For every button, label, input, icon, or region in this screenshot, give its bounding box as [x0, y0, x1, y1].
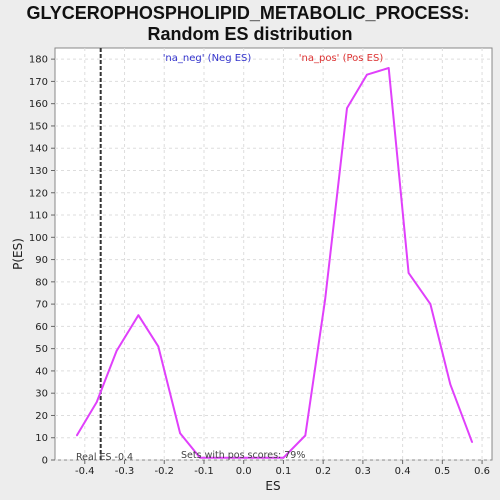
series-group	[75, 67, 474, 459]
y-tick-label: 100	[29, 233, 48, 244]
x-tick-label: -0.4	[75, 466, 95, 477]
y-tick-label: 90	[35, 255, 48, 266]
x-tick-label: 0.6	[474, 466, 490, 477]
y-tick-label: 60	[35, 322, 48, 333]
x-tick-label: -0.1	[194, 466, 214, 477]
data-point	[157, 345, 160, 348]
x-axis-label: ES	[265, 479, 280, 493]
y-tick-label: 0	[42, 456, 48, 467]
grid	[55, 48, 492, 461]
data-point	[199, 456, 201, 459]
data-point	[449, 383, 452, 386]
y-tick-label: 20	[35, 411, 48, 422]
data-point	[179, 432, 181, 435]
data-point	[346, 107, 348, 109]
y-tick-label: 70	[35, 300, 48, 311]
x-tick-label: -0.3	[115, 466, 135, 477]
y-tick-label: 130	[29, 166, 48, 177]
data-point	[324, 298, 326, 301]
x-tick-label: -0.2	[154, 466, 174, 477]
data-point	[407, 272, 410, 274]
data-point	[366, 73, 368, 76]
y-axis-label: P(ES)	[11, 238, 25, 270]
data-point	[95, 401, 98, 403]
data-point	[304, 434, 307, 437]
x-tick-label: 0.2	[315, 466, 331, 477]
data-point	[387, 67, 390, 69]
data-point	[137, 314, 140, 317]
x-tick-label: 0.5	[434, 466, 450, 477]
chart-title-line2: Random ES distribution	[148, 24, 353, 44]
data-point	[115, 350, 118, 352]
y-tick-label: 80	[35, 277, 48, 288]
y-tick-label: 150	[29, 121, 48, 132]
data-point	[471, 441, 473, 443]
x-tick-label: 0.1	[275, 466, 291, 477]
real-es-label: Real ES -0.4	[76, 452, 133, 463]
x-tick-label: 0.4	[395, 466, 411, 477]
x-axis-ticks: -0.4 -0.3 -0.2 -0.1 0.0 0.1 0.2 0.3 0.4 0.5 0.6	[75, 460, 490, 477]
y-tick-label: 180	[29, 55, 48, 66]
plot-area	[54, 47, 493, 461]
y-tick-label: 170	[29, 77, 48, 88]
legend-pos-es: 'na_pos' (Pos ES)	[299, 53, 384, 64]
y-tick-label: 110	[29, 211, 48, 222]
x-tick-label: 0.3	[355, 466, 371, 477]
data-point	[282, 456, 285, 459]
pos-scores-annotation: Sets with pos scores: 79%	[181, 450, 305, 461]
x-tick-label: 0.0	[236, 466, 252, 477]
y-tick-label: 50	[35, 344, 48, 355]
y-axis-ticks: 0 10 20 30 40 50 60 70 80 90 100 110 120 130 140 150 160…	[29, 55, 55, 467]
chart-title-line1: GLYCEROPHOSPHOLIPID_METABOLIC_PROCESS:	[26, 3, 469, 23]
y-tick-label: 120	[29, 188, 48, 199]
y-tick-label: 140	[29, 144, 48, 155]
y-tick-label: 160	[29, 99, 48, 110]
y-tick-label: 30	[35, 389, 48, 400]
y-tick-label: 40	[35, 366, 48, 377]
data-point	[429, 303, 432, 305]
legend-neg-es: 'na_neg' (Neg ES)	[163, 53, 252, 64]
data-point	[76, 434, 78, 437]
y-tick-label: 10	[35, 433, 48, 444]
